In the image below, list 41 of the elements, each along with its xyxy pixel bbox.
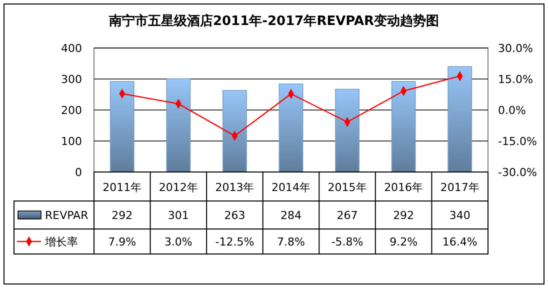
y2-tick-label: -30.0% xyxy=(498,166,537,179)
legend-label: REVPAR xyxy=(45,209,89,222)
data-label: 3.0% xyxy=(164,236,192,248)
bar xyxy=(335,88,360,172)
y-tick-label: 200 xyxy=(61,104,82,117)
y2-tick-label: 0.0% xyxy=(498,104,526,117)
data-label: 301 xyxy=(168,209,189,222)
bar xyxy=(278,84,304,172)
data-label: 7.9% xyxy=(108,236,136,248)
bar xyxy=(166,78,191,172)
data-label: -5.8% xyxy=(331,236,364,248)
y2-tick-label: -15.0% xyxy=(498,135,537,148)
data-label: 340 xyxy=(449,209,470,222)
x-tick-label: 2014年 xyxy=(272,181,310,194)
data-label: 9.2% xyxy=(390,236,418,248)
data-label: -12.5% xyxy=(215,236,254,248)
y-tick-label: 400 xyxy=(61,42,82,55)
data-label: 263 xyxy=(224,209,246,222)
chart-title: 南宁市五星级酒店2011年-2017年REVPAR变动趋势图 xyxy=(108,13,440,29)
data-label: 16.4% xyxy=(442,236,478,248)
y-tick-label: 0 xyxy=(75,166,82,179)
bar xyxy=(110,81,134,172)
bar xyxy=(448,66,472,172)
bar xyxy=(391,81,416,172)
data-label: 284 xyxy=(280,209,302,222)
y-tick-label: 300 xyxy=(61,73,82,86)
x-tick-label: 2012年 xyxy=(158,181,198,194)
bar xyxy=(222,90,247,172)
x-tick-label: 2016年 xyxy=(384,181,424,194)
x-tick-label: 2015年 xyxy=(328,181,367,194)
x-tick-label: 2017年 xyxy=(440,181,480,194)
y2-tick-label: 15.0% xyxy=(498,73,533,86)
data-label: 7.8% xyxy=(277,236,305,248)
legend-label: 增长率 xyxy=(44,236,78,248)
y2-tick-label: 30.0% xyxy=(498,42,533,55)
data-label: 267 xyxy=(336,209,358,222)
x-tick-label: 2013年 xyxy=(215,181,254,194)
y-tick-label: 100 xyxy=(61,135,82,148)
data-label: 292 xyxy=(393,209,414,222)
data-label: 292 xyxy=(112,209,133,222)
x-tick-label: 2011年 xyxy=(102,181,142,194)
